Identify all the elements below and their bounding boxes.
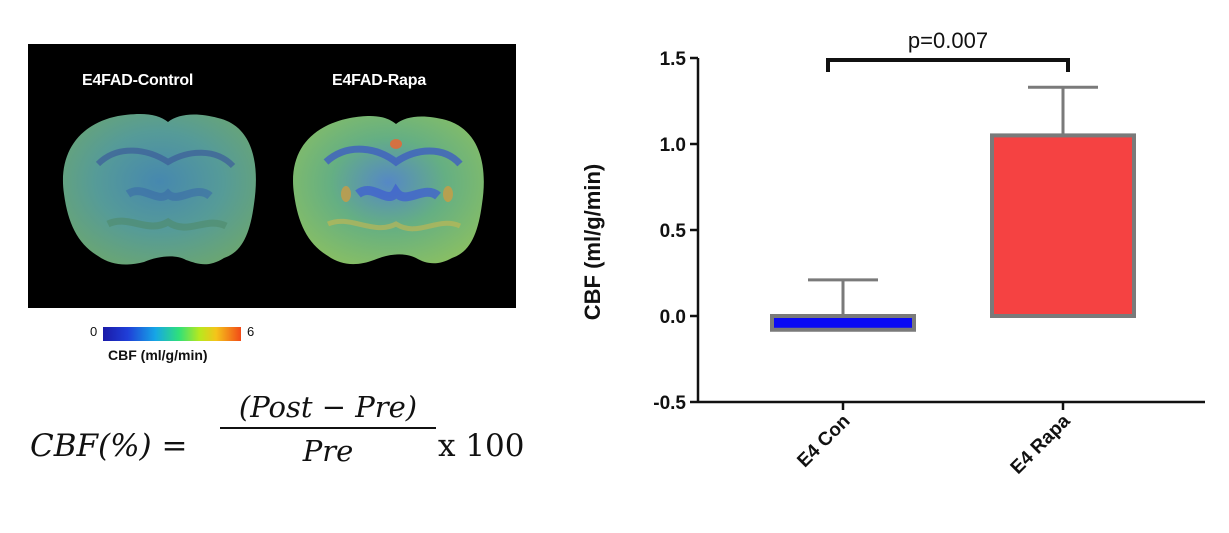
brain-slice-control	[62, 114, 256, 265]
x-tick-label: E4 Con	[793, 411, 854, 472]
y-tick-label: 1.0	[660, 135, 686, 156]
significance-bracket	[826, 58, 1070, 72]
formula-fraction: (Post − Pre) Pre	[220, 390, 436, 468]
mri-brain-images	[62, 114, 484, 265]
y-tick-label: 1.5	[660, 49, 687, 70]
fraction-bar	[220, 427, 436, 429]
formula-denominator: Pre	[302, 434, 354, 468]
mri-image-panel: E4FAD-Control E4FAD-Rapa	[28, 44, 516, 308]
cbf-bar-chart: -0.5 0.0 0.5 1.0 1.5 CBF (ml/g/min) E4 Con E4 R…	[580, 28, 1205, 479]
bar-e4-con	[770, 314, 916, 332]
colorbar-max-label: 6	[247, 324, 255, 339]
bar-e4-rapa	[990, 133, 1136, 318]
mri-label-rapa: E4FAD-Rapa	[332, 72, 427, 89]
brain-slice-rapa	[293, 116, 484, 265]
formula-rhs: x 100	[438, 428, 525, 464]
y-tick-label: 0.5	[660, 221, 687, 242]
colorbar-min-label: 0	[90, 324, 98, 339]
y-tick-label: -0.5	[653, 393, 686, 414]
colorbar	[103, 327, 241, 341]
formula-lhs: CBF(%) =	[30, 428, 188, 464]
y-axis-title: CBF (ml/g/min)	[580, 164, 605, 320]
mri-label-control: E4FAD-Control	[82, 72, 194, 89]
formula-numerator: (Post − Pre)	[238, 390, 418, 424]
y-tick-label: 0.0	[660, 307, 686, 328]
x-tick-label: E4 Rapa	[1007, 410, 1075, 478]
colorbar-title: CBF (ml/g/min)	[108, 347, 208, 363]
p-value-annotation: p=0.007	[908, 28, 988, 53]
